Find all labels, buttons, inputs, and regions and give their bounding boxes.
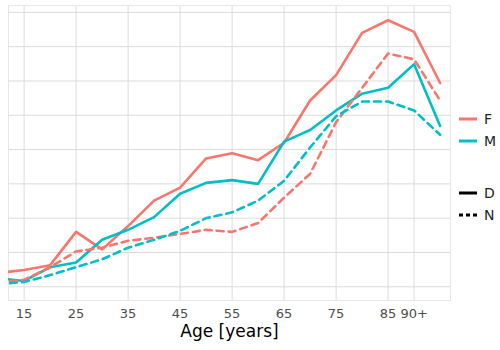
svg-text:55: 55 — [224, 306, 241, 321]
html-text:F: F — [484, 111, 493, 127]
svg-text:85: 85 — [380, 306, 397, 321]
svg-text:45: 45 — [172, 306, 189, 321]
svg-text:35: 35 — [120, 306, 137, 321]
html-text:D: D — [484, 185, 495, 201]
svg-text:75: 75 — [328, 306, 345, 321]
svg-text:90+: 90+ — [400, 306, 427, 321]
svg-text:65: 65 — [276, 306, 293, 321]
svg-text:15: 15 — [16, 306, 33, 321]
svg-text:25: 25 — [68, 306, 85, 321]
html-text:M: M — [484, 133, 497, 149]
svg-text:Age [years]: Age [years] — [180, 321, 278, 341]
html-text:N: N — [484, 207, 495, 223]
